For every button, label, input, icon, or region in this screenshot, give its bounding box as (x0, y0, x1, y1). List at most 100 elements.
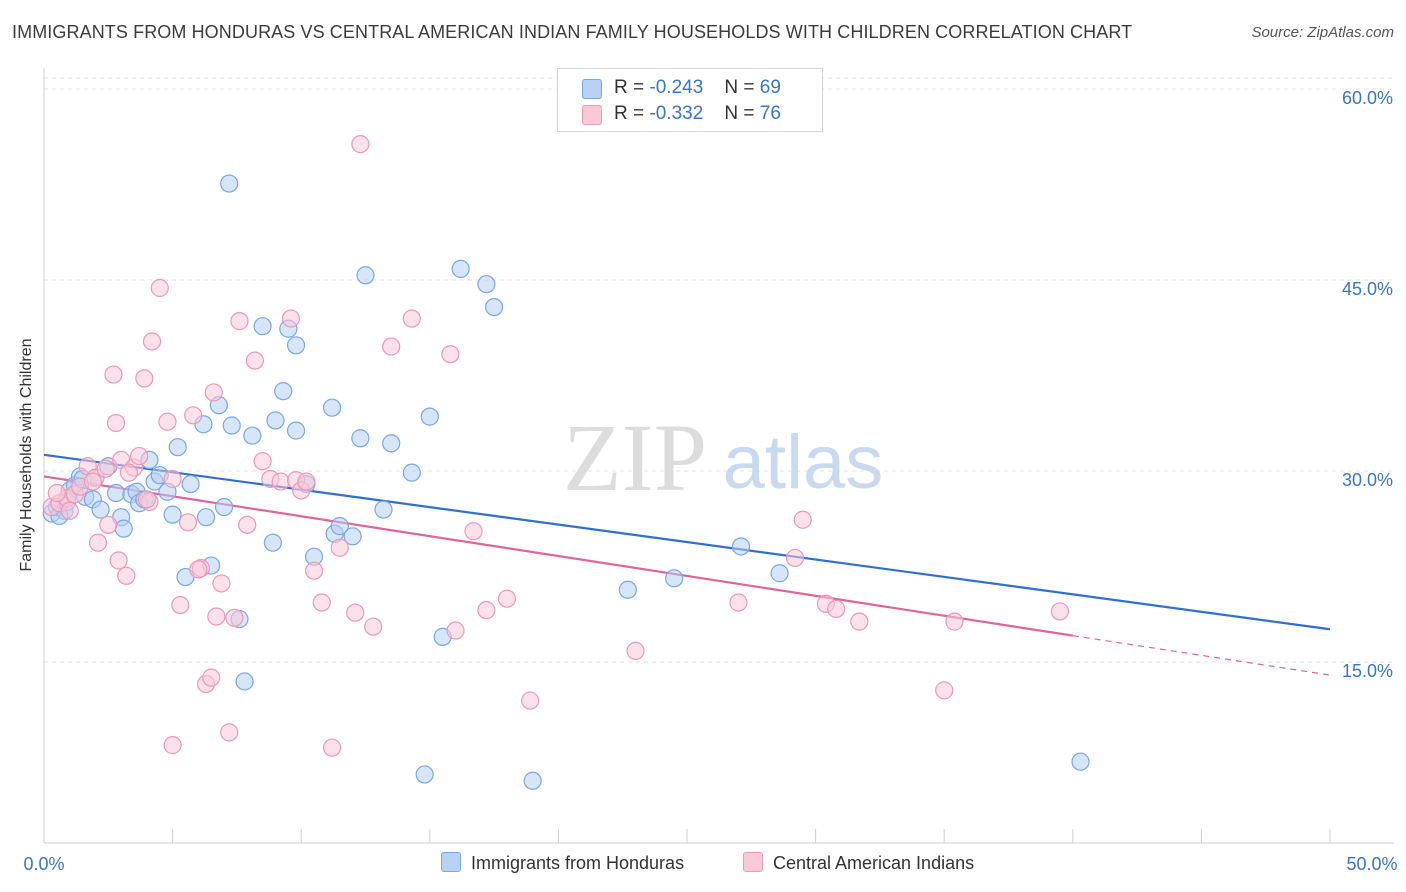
data-point-central-american-indians (793, 510, 812, 529)
data-point-central-american-indians (189, 560, 208, 579)
bottom-legend-label-honduras: Immigrants from Honduras (471, 853, 685, 873)
data-point-central-american-indians (297, 472, 316, 491)
data-point-central-american-indians (1050, 602, 1070, 621)
data-point-honduras (253, 317, 272, 336)
data-point-honduras (382, 434, 401, 453)
legend-n-label: N = (724, 103, 755, 124)
data-point-central-american-indians (785, 548, 805, 568)
data-point-honduras (343, 527, 362, 546)
data-point-central-american-indians (230, 312, 249, 331)
y-tick-label: 15.0% (1342, 661, 1393, 681)
data-point-honduras (415, 765, 434, 784)
bottom-legend-swatch-central-american-indians (743, 852, 763, 872)
legend-n-label: N = (724, 77, 755, 98)
legend-r-value: -0.332 (649, 103, 704, 124)
correlation-legend: R = -0.243 N = 69 R = -0.332 N = 76 (557, 68, 823, 132)
data-point-honduras (222, 416, 241, 435)
trend-line-central-american-indians (43, 475, 1073, 637)
source-credit: Source: ZipAtlas.com (1251, 24, 1394, 41)
chart-title: IMMIGRANTS FROM HONDURAS VS CENTRAL AMER… (12, 22, 1133, 42)
data-point-central-american-indians (346, 603, 365, 622)
data-point-honduras (286, 421, 306, 440)
data-point-honduras (665, 569, 684, 588)
watermark-zip: ZIP (563, 404, 707, 511)
data-point-honduras (523, 771, 542, 790)
y-tick-label: 45.0% (1342, 279, 1393, 299)
data-point-central-american-indians (137, 490, 156, 509)
data-point-honduras (263, 533, 283, 552)
data-point-central-american-indians (225, 608, 244, 627)
data-point-central-american-indians (351, 135, 370, 154)
legend-swatch-central-american-indians (582, 105, 602, 125)
data-point-honduras (286, 336, 306, 355)
data-point-central-american-indians (850, 612, 869, 631)
data-point-central-american-indians (402, 309, 421, 328)
legend-r-value: -0.243 (649, 77, 704, 98)
data-point-central-american-indians (83, 472, 102, 491)
data-point-central-american-indians (96, 459, 115, 478)
data-point-honduras (451, 259, 470, 278)
data-point-honduras (618, 580, 637, 599)
data-point-central-american-indians (99, 515, 118, 534)
data-point-central-american-indians (119, 463, 138, 482)
bottom-legend-label-central-american-indians: Central American Indians (773, 853, 975, 873)
data-point-central-american-indians (178, 513, 198, 532)
data-point-central-american-indians (441, 345, 460, 364)
watermark: ZIP atlas (563, 404, 883, 511)
data-points (42, 135, 1090, 790)
grid-lines (44, 77, 1394, 663)
data-point-honduras (402, 463, 421, 482)
data-point-honduras (351, 429, 370, 448)
data-point-honduras (168, 438, 187, 457)
data-point-honduras (770, 564, 789, 583)
data-point-central-american-indians (382, 337, 401, 356)
data-point-honduras (330, 517, 349, 536)
watermark-atlas: atlas (723, 420, 884, 505)
data-point-central-american-indians (104, 365, 123, 384)
data-point-central-american-indians (202, 668, 221, 687)
y-tick-label: 60.0% (1342, 88, 1393, 108)
data-point-central-american-indians (171, 595, 190, 615)
legend-swatch-honduras (582, 79, 602, 99)
data-point-central-american-indians (281, 309, 301, 328)
data-point-central-american-indians (204, 383, 223, 402)
data-point-honduras (1071, 752, 1090, 771)
data-point-honduras (196, 508, 216, 527)
data-point-honduras (356, 266, 375, 285)
data-point-central-american-indians (935, 681, 954, 700)
data-point-central-american-indians (945, 612, 964, 631)
data-point-central-american-indians (330, 538, 349, 557)
tick-labels: 15.0% 30.0% 45.0% 60.0% 0.0% 50.0% (23, 88, 1397, 874)
data-point-honduras (243, 426, 262, 445)
data-point-central-american-indians (142, 332, 162, 351)
data-point-honduras (322, 398, 342, 417)
x-tick-label: 50.0% (1346, 854, 1397, 874)
trend-line-honduras (43, 453, 1331, 631)
data-point-central-american-indians (163, 469, 182, 489)
data-point-honduras (163, 505, 182, 524)
data-point-central-american-indians (312, 593, 331, 612)
data-point-honduras (114, 519, 133, 538)
trend-lines (43, 453, 1331, 676)
legend-r-label: R = (614, 77, 645, 98)
data-point-central-american-indians (521, 691, 540, 710)
axes (43, 68, 1394, 844)
trend-line-extension (1072, 635, 1331, 676)
data-point-honduras (181, 474, 200, 494)
data-point-central-american-indians (322, 738, 342, 757)
data-point-central-american-indians (729, 593, 748, 612)
data-point-honduras (477, 275, 496, 294)
data-point-central-american-indians (626, 641, 645, 661)
data-point-central-american-indians (464, 522, 483, 541)
data-point-honduras (266, 411, 285, 430)
legend-n-value: 69 (759, 77, 781, 98)
bottom-legend-honduras: Immigrants from Honduras (441, 852, 684, 874)
data-point-central-american-indians (220, 723, 239, 742)
legend-n-value: 76 (759, 103, 781, 124)
data-point-central-american-indians (207, 607, 226, 626)
data-point-central-american-indians (158, 412, 177, 431)
data-point-central-american-indians (497, 589, 517, 608)
legend-r-label: R = (614, 103, 645, 124)
data-point-central-american-indians (253, 452, 272, 471)
